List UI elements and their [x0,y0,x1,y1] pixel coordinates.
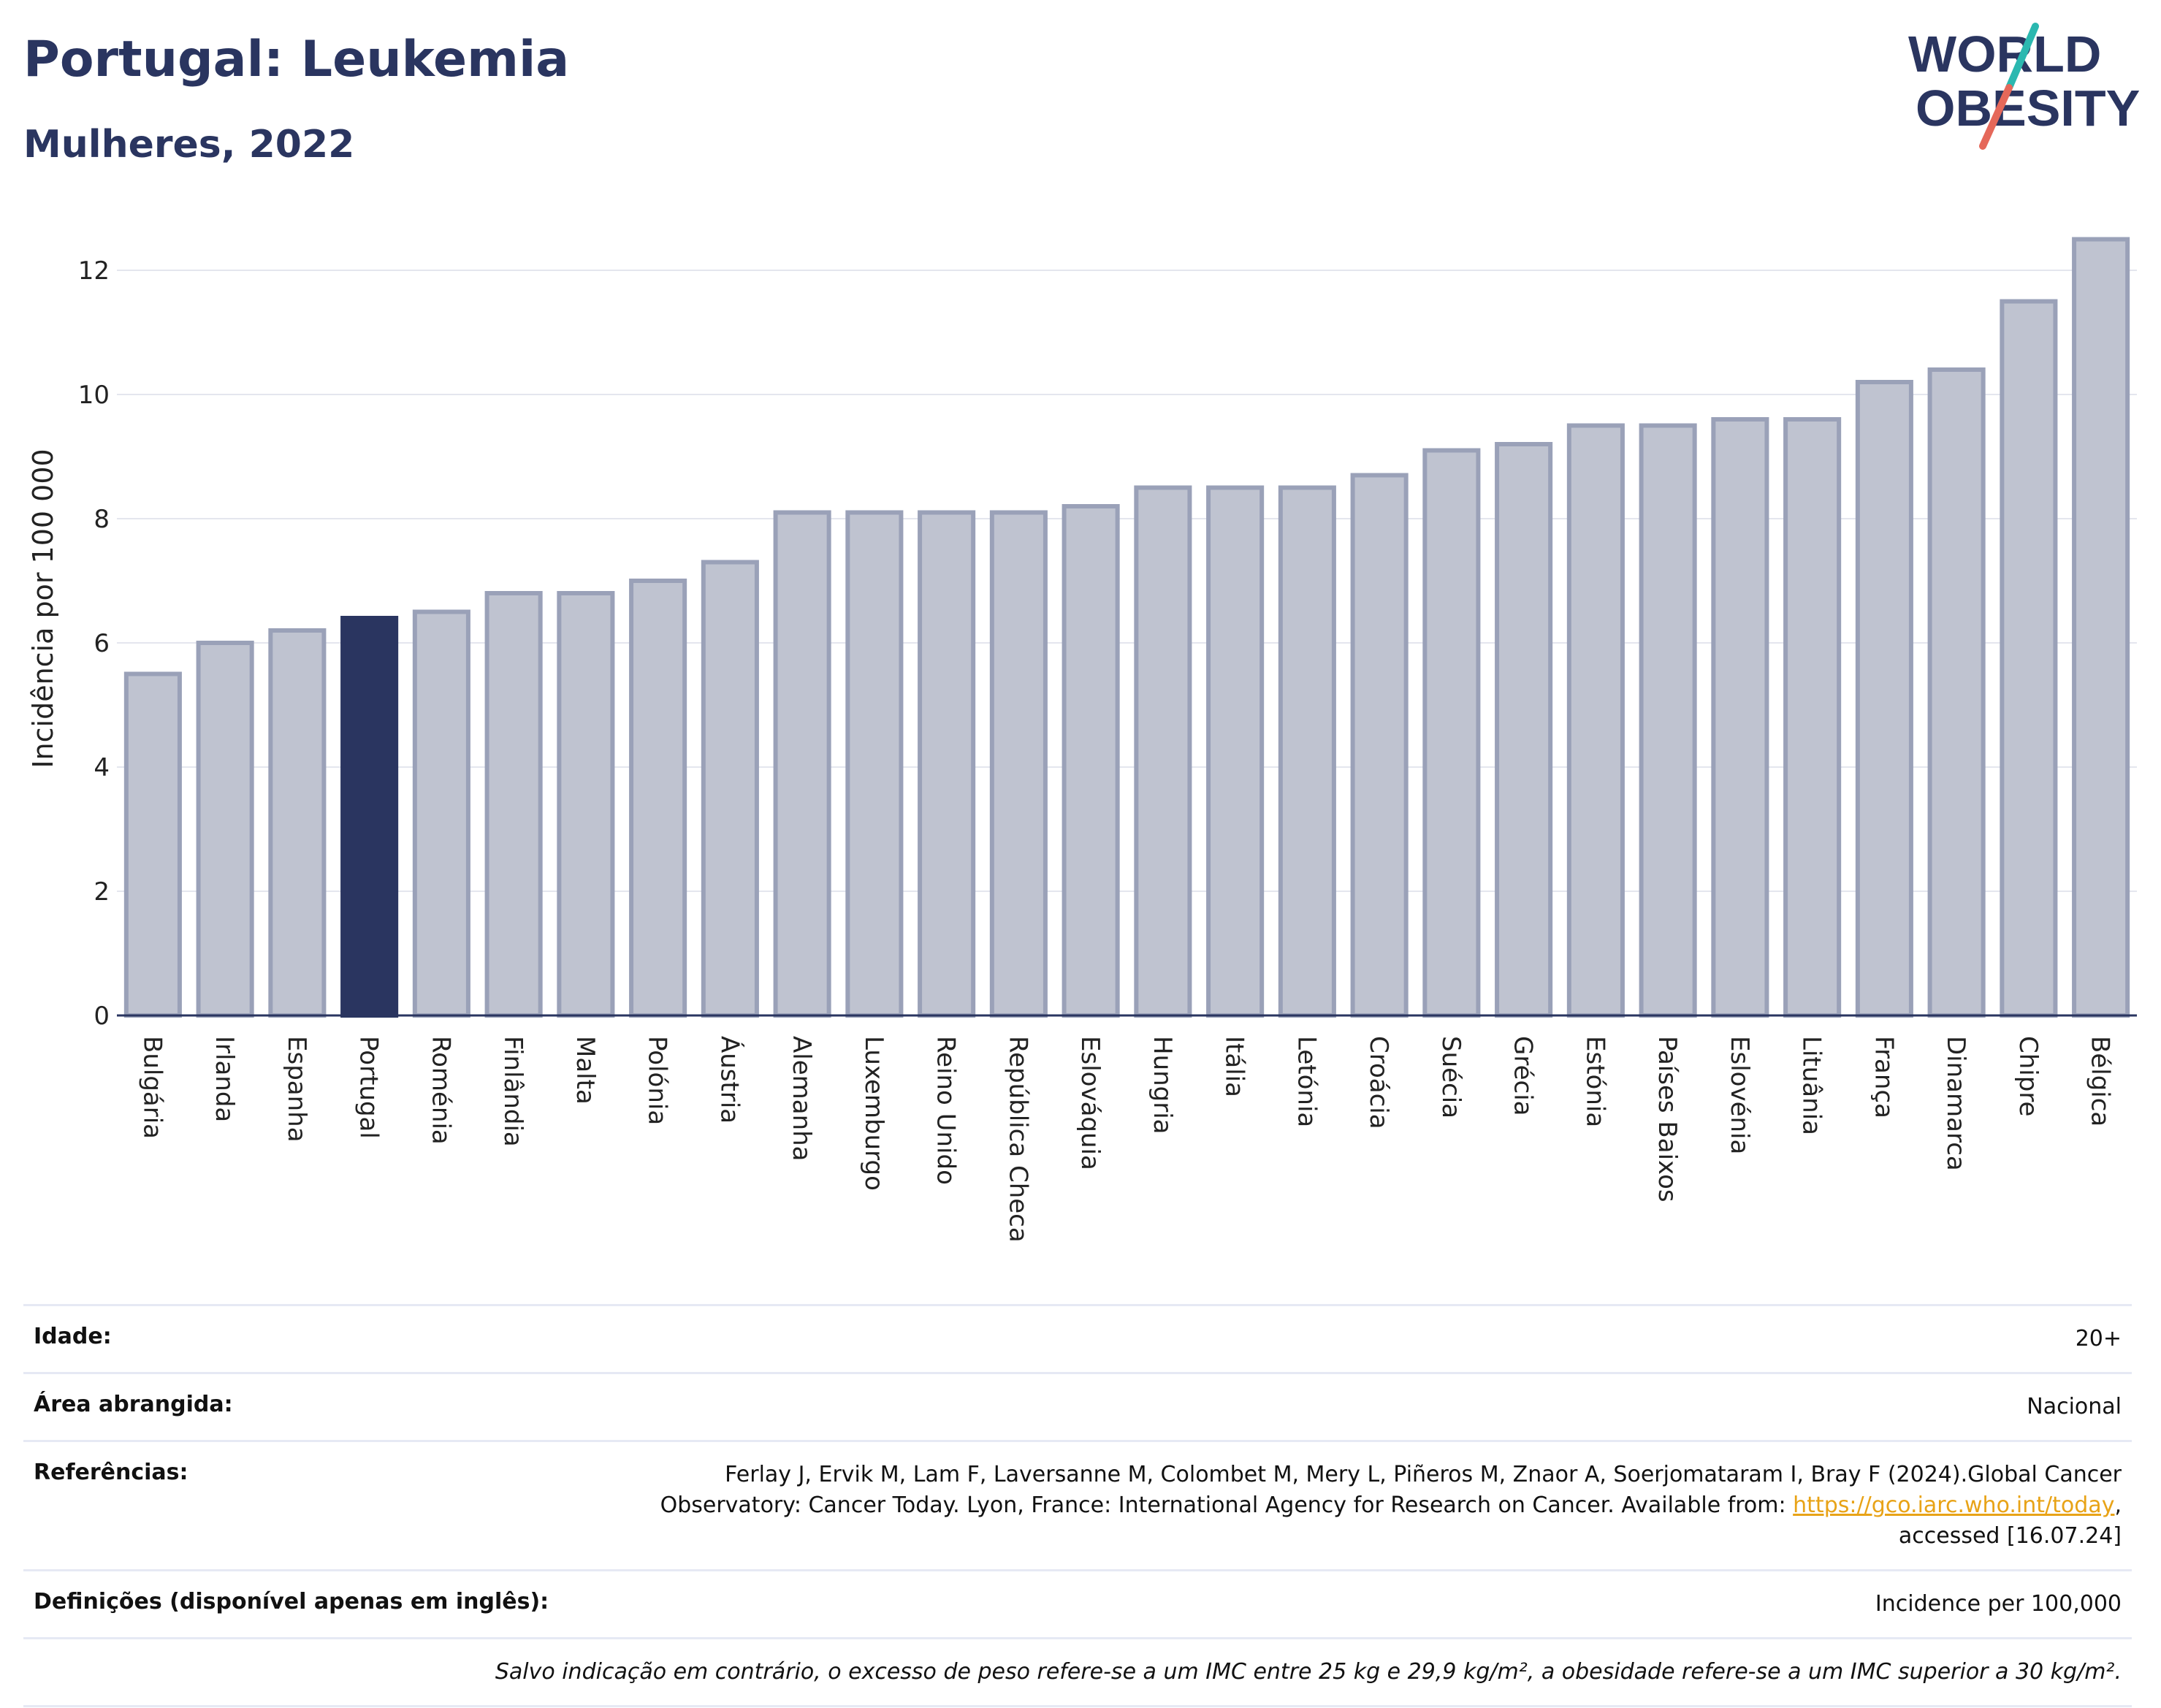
x-tick-label: Bulgária [137,1036,167,1139]
y-tick-label: 12 [78,256,110,286]
info-row-definitions: Definições (disponível apenas em inglês)… [23,1569,2132,1637]
x-tick-label: Eslovénia [1725,1036,1754,1154]
y-axis-ticks: 0 2 4 6 8 10 12 [78,256,110,1031]
bar-bulgária [123,671,182,1018]
bar-chart: 0 2 4 6 8 10 12 Incidência por 100 000 Bulgári… [27,237,2137,1243]
x-tick-label: Suécia [1436,1036,1466,1118]
bar-espanha [268,628,327,1018]
x-tick-label: Áustria [714,1036,744,1124]
x-tick-label: Itália [1220,1036,1249,1097]
x-tick-label: Bélgica [2086,1036,2115,1126]
x-tick-label: Grécia [1509,1036,1538,1116]
area-value: Nacional [2027,1394,2122,1419]
bar-croácia [1350,473,1409,1018]
info-row-age: Idade: 20+ [23,1304,2132,1372]
age-label: Idade: [34,1324,112,1349]
y-tick-label: 6 [94,629,110,658]
x-tick-label: Finlândia [498,1036,527,1147]
bar-alemanha [773,510,831,1018]
bar-áustria [701,560,759,1018]
bar-letónia [1278,485,1336,1018]
y-tick-label: 0 [94,1002,110,1031]
bar-frança [1855,380,1913,1018]
bar-finlândia [484,591,543,1018]
x-tick-label: Reino Unido [931,1036,961,1185]
age-value: 20+ [2075,1326,2122,1351]
page-subtitle: Mulheres, 2022 [23,123,355,167]
bar-roménia [412,609,470,1018]
y-tick-label: 4 [94,753,110,782]
definitions-label: Definições (disponível apenas em inglês)… [34,1589,549,1614]
bar-dinamarca [1927,367,1986,1018]
x-tick-label: Países Baixos [1653,1036,1682,1202]
x-tick-label: Alemanha [787,1036,816,1162]
references-line1: Ferlay J, Ervik M, Lam F, Laversanne M, … [725,1462,2122,1487]
references-line2-pre: Observatory: Cancer Today. Lyon, France:… [660,1492,1794,1518]
x-tick-label: Lituânia [1797,1036,1826,1135]
info-row-footnote: Salvo indicação em contrário, o excesso … [23,1637,2132,1707]
logo-slash-red [1979,84,2013,150]
world-obesity-logo: WORLD OBESITY [1908,23,2140,150]
references-line3: accessed [16.07.24] [1898,1523,2122,1549]
x-tick-label: Letónia [1292,1036,1321,1127]
references-line2-post: , [2114,1492,2122,1518]
logo-line2: OBESITY [1916,80,2140,137]
x-tick-label: Portugal [354,1036,384,1139]
info-table: Idade: 20+ Área abrangida: Nacional Refe… [23,1304,2132,1707]
bar-eslovénia [1711,417,1769,1018]
y-tick-label: 2 [94,877,110,907]
definitions-value: Incidence per 100,000 [1875,1591,2122,1617]
bar-suécia [1422,448,1481,1018]
bar-portugal [340,616,399,1018]
logo-line1: WORLD [1908,26,2101,83]
x-tick-label: República Checa [1003,1036,1032,1243]
x-tick-label: Espanha [282,1036,311,1143]
logo-slash-teal [2005,23,2039,91]
x-tick-label: Irlanda [210,1036,239,1122]
bar-itália [1206,485,1265,1018]
x-tick-label: Hungria [1148,1036,1177,1135]
x-tick-label: Luxemburgo [859,1036,888,1191]
x-tick-label: Eslováquia [1075,1036,1105,1170]
bar-eslováquia [1062,504,1120,1018]
info-row-references: Referências: Ferlay J, Ervik M, Lam F, L… [23,1440,2132,1569]
x-tick-label: Chipre [2013,1036,2043,1116]
x-tick-label: Estónia [1580,1036,1609,1127]
bar-lituânia [1783,417,1842,1018]
x-tick-label: Malta [571,1036,600,1105]
bar-luxemburgo [845,510,904,1018]
y-tick-label: 8 [94,505,110,534]
info-row-area: Área abrangida: Nacional [23,1372,2132,1440]
references-link[interactable]: https://gco.iarc.who.int/today [1793,1492,2115,1518]
bar-malta [557,591,615,1018]
bar-bélgica [2072,237,2130,1018]
page-title: Portugal: Leukemia [23,31,570,88]
bar-chipre [2000,299,2058,1018]
y-tick-label: 10 [78,381,110,410]
x-tick-label: Roménia [426,1036,455,1145]
x-tick-label: Polónia [643,1036,672,1125]
area-label: Área abrangida: [34,1392,233,1417]
bar-polónia [629,579,687,1018]
bar-reino-unido [918,510,976,1018]
bar-estónia [1566,423,1625,1018]
y-axis-label: Incidência por 100 000 [27,449,59,768]
bar-grécia [1495,442,1553,1018]
bar-república-checa [989,510,1048,1018]
bar-irlanda [196,641,254,1018]
footnote: Salvo indicação em contrário, o excesso … [495,1659,2122,1685]
x-tick-label: Croácia [1364,1036,1393,1129]
x-axis-ticks: Bulgária Irlanda Espanha Portugal Roménia Fin… [137,1036,2114,1243]
references-value: Ferlay J, Ervik M, Lam F, Laversanne M, … [660,1460,2122,1552]
bar-países-baixos [1639,423,1697,1018]
x-tick-label: França [1869,1036,1898,1118]
bars [123,237,2130,1018]
references-label: Referências: [34,1460,188,1485]
x-tick-label: Dinamarca [1941,1036,1970,1171]
bar-hungria [1134,485,1192,1018]
